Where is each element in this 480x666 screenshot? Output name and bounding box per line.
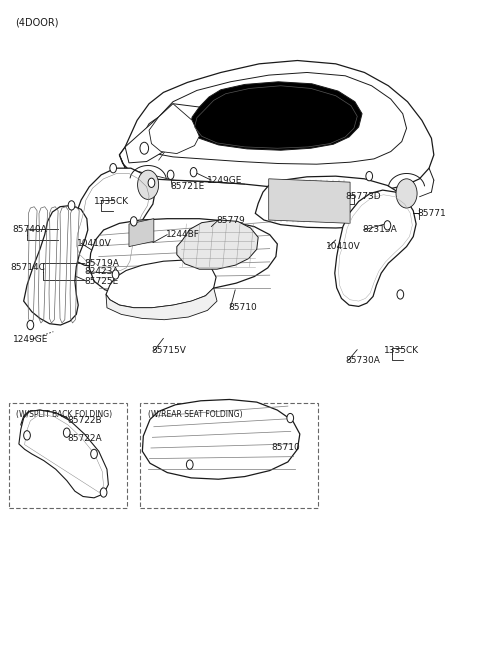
- Text: (W/REAR SEAT FOLDING): (W/REAR SEAT FOLDING): [148, 410, 242, 419]
- Polygon shape: [144, 73, 407, 165]
- Circle shape: [190, 168, 197, 176]
- Circle shape: [27, 320, 34, 330]
- Circle shape: [396, 178, 417, 208]
- Text: 85721E: 85721E: [170, 182, 205, 191]
- Text: 85722A: 85722A: [68, 434, 102, 442]
- Text: 85779: 85779: [216, 216, 245, 224]
- Polygon shape: [125, 104, 202, 163]
- Text: 85715V: 85715V: [152, 346, 186, 356]
- Polygon shape: [335, 190, 416, 306]
- Text: 85719A: 85719A: [84, 258, 120, 268]
- Text: 85722B: 85722B: [68, 416, 102, 425]
- Polygon shape: [89, 218, 277, 296]
- Text: 1249GE: 1249GE: [12, 335, 48, 344]
- Polygon shape: [69, 168, 155, 276]
- Circle shape: [186, 460, 193, 470]
- Text: 85725E: 85725E: [84, 276, 119, 286]
- Circle shape: [91, 450, 97, 459]
- Polygon shape: [19, 410, 108, 498]
- Polygon shape: [177, 220, 258, 269]
- Polygon shape: [106, 288, 217, 320]
- Text: 10410V: 10410V: [77, 239, 112, 248]
- Polygon shape: [106, 260, 216, 308]
- Text: 1244BF: 1244BF: [166, 230, 200, 239]
- Polygon shape: [149, 104, 199, 154]
- Circle shape: [384, 220, 391, 230]
- Text: 85710: 85710: [228, 303, 257, 312]
- Circle shape: [138, 170, 158, 199]
- Circle shape: [167, 170, 174, 179]
- Circle shape: [287, 414, 294, 423]
- Text: 1249GE: 1249GE: [206, 176, 242, 184]
- Text: 82423A: 82423A: [84, 267, 119, 276]
- Circle shape: [100, 488, 107, 497]
- Text: 85730A: 85730A: [345, 356, 380, 366]
- Polygon shape: [255, 176, 405, 228]
- Text: (4DOOR): (4DOOR): [15, 17, 59, 27]
- Text: 1335CK: 1335CK: [94, 197, 129, 206]
- Text: 85740A: 85740A: [12, 226, 48, 234]
- Polygon shape: [143, 400, 300, 480]
- Polygon shape: [190, 82, 362, 151]
- Text: 82315A: 82315A: [362, 226, 397, 234]
- Text: 1335CK: 1335CK: [384, 346, 419, 356]
- Circle shape: [63, 428, 70, 438]
- Polygon shape: [269, 178, 350, 223]
- Polygon shape: [24, 205, 88, 325]
- Circle shape: [24, 431, 30, 440]
- Circle shape: [131, 216, 137, 226]
- Polygon shape: [120, 61, 434, 192]
- Text: 85710: 85710: [271, 443, 300, 452]
- Text: 85714C: 85714C: [10, 263, 45, 272]
- Circle shape: [148, 178, 155, 187]
- Text: 85773D: 85773D: [345, 192, 381, 201]
- Text: 10410V: 10410V: [326, 242, 361, 251]
- Circle shape: [112, 270, 119, 279]
- Text: 85771: 85771: [417, 209, 446, 218]
- Text: (W/SPLIT BACK FOLDING): (W/SPLIT BACK FOLDING): [16, 410, 112, 419]
- Circle shape: [397, 290, 404, 299]
- Circle shape: [110, 164, 117, 173]
- Polygon shape: [21, 410, 72, 438]
- Circle shape: [366, 172, 372, 180]
- Polygon shape: [129, 218, 154, 246]
- Circle shape: [68, 200, 75, 210]
